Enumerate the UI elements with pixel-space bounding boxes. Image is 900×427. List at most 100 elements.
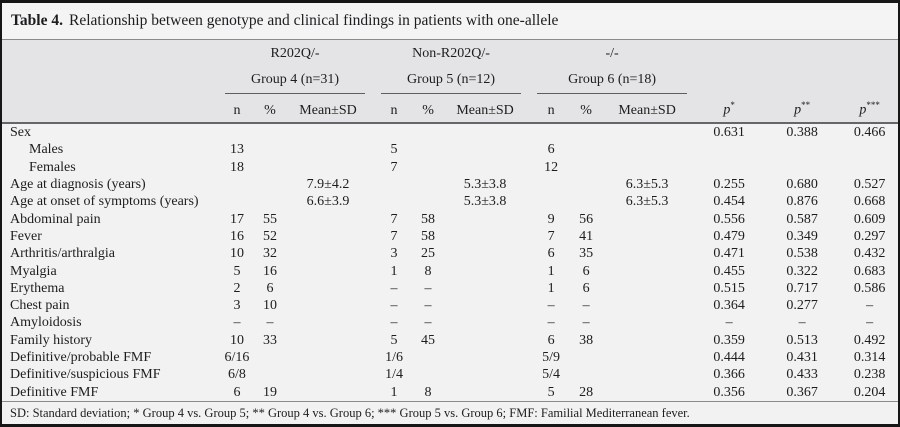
- data-cell: [283, 297, 373, 314]
- table-row: Definitive FMF 6 19 1 8 5 28 0.356 0.367 0.204: [2, 383, 898, 400]
- data-cell: 6.3±5.3: [625, 177, 669, 193]
- p-value-cell: 0.587: [786, 211, 818, 227]
- data-cell: [573, 141, 599, 158]
- data-cell: –: [424, 315, 432, 331]
- data-cell: [283, 123, 373, 141]
- p-value-cell: 0.609: [853, 211, 886, 227]
- row-label: Myalgia: [10, 263, 57, 279]
- p-value-cell: 0.432: [853, 246, 886, 262]
- data-cell: [283, 280, 373, 297]
- p-value-cell: 0.556: [713, 211, 745, 227]
- data-cell: 7: [390, 211, 398, 227]
- data-cell: 8: [424, 263, 432, 279]
- data-cell: 32: [263, 246, 277, 262]
- data-cell: 5/4: [542, 367, 560, 383]
- data-cell: 41: [579, 228, 594, 244]
- p-value-cell: 0.444: [713, 350, 745, 365]
- p-value-cell: 0.527: [853, 177, 886, 193]
- data-cell: 6: [582, 280, 590, 296]
- data-cell: 10: [263, 298, 277, 314]
- data-cell: 25: [421, 246, 436, 262]
- p-value-cell: [763, 141, 841, 158]
- data-cell: –: [390, 315, 398, 331]
- data-cell: [573, 193, 599, 210]
- data-cell: 35: [579, 246, 594, 262]
- data-cell: 28: [579, 384, 594, 400]
- data-cell: [283, 349, 373, 366]
- data-cell: 6: [582, 263, 590, 279]
- data-cell: 10: [230, 246, 244, 262]
- p-value-cell: 0.314: [853, 350, 886, 365]
- data-cell: 6.6±3.9: [306, 194, 350, 210]
- data-cell: 33: [263, 332, 277, 348]
- data-cell: [599, 314, 695, 331]
- data-cell: [283, 210, 373, 227]
- data-cell: [573, 366, 599, 383]
- data-cell: 6/8: [228, 367, 246, 383]
- p-value-cell: 0.668: [853, 194, 886, 210]
- data-cell: –: [233, 315, 241, 331]
- data-cell: [283, 383, 373, 400]
- data-cell: 5: [233, 263, 241, 279]
- data-cell: [257, 123, 283, 141]
- data-cell: [257, 349, 283, 366]
- data-cell: [529, 123, 573, 141]
- p-value-cell: [695, 141, 763, 158]
- table-row: Abdominal pain 17 55 7 58 9 56 0.556 0.587 0.609: [2, 210, 898, 227]
- data-cell: [599, 366, 695, 383]
- p-value-cell: 0.322: [786, 263, 818, 279]
- data-cell: [283, 228, 373, 245]
- data-cell: 13: [230, 142, 244, 158]
- group5-percent-header: %: [415, 94, 442, 124]
- data-cell: [599, 349, 695, 366]
- group6-genotype: -/-: [605, 46, 619, 61]
- data-cell: [373, 176, 415, 193]
- data-cell: [441, 349, 529, 366]
- data-cell: [415, 366, 441, 383]
- data-cell: [257, 193, 283, 210]
- data-cell: [441, 314, 529, 331]
- data-cell: [599, 332, 695, 349]
- data-cell: [599, 245, 695, 262]
- data-cell: 7.9±4.2: [306, 177, 350, 193]
- p-value-cell: 0.492: [853, 332, 886, 348]
- data-cell: [599, 228, 695, 245]
- data-cell: –: [266, 315, 274, 331]
- p-value-cell: –: [725, 315, 733, 331]
- row-label-header: [2, 40, 217, 124]
- p-value-cell: 0.366: [713, 367, 745, 383]
- table-row: Age at onset of symptoms (years) 6.6±3.9 5…: [2, 193, 898, 210]
- p-value-cell: 0.471: [713, 246, 745, 262]
- data-cell: 12: [544, 159, 559, 175]
- data-cell: 1: [390, 263, 398, 279]
- data-cell: [599, 262, 695, 279]
- data-cell: 6: [233, 384, 241, 400]
- data-cell: [441, 228, 529, 245]
- row-label: Definitive/probable FMF: [10, 350, 152, 365]
- data-cell: 3: [233, 298, 241, 314]
- data-cell: [415, 349, 441, 366]
- p-star-header: p*: [695, 40, 764, 124]
- data-cell: [441, 210, 529, 227]
- p-value-cell: 0.297: [853, 228, 886, 244]
- p-value-cell: 0.680: [786, 177, 818, 193]
- data-cell: [599, 123, 695, 141]
- group6-meansd-header: Mean±SD: [599, 94, 696, 124]
- p-value-cell: 0.204: [853, 384, 886, 400]
- data-cell: [415, 159, 441, 176]
- p-value-cell: 0.683: [853, 263, 886, 279]
- data-cell: [441, 245, 529, 262]
- p-value-cell: 0.631: [713, 125, 745, 141]
- group4-meansd-header: Mean±SD: [283, 94, 374, 124]
- p-value-cell: [695, 159, 763, 176]
- table-body: Sex 0.631 0.388 0.466 Males 13 5 6 Females 18 7 12 A…: [2, 123, 898, 401]
- data-cell: [283, 366, 373, 383]
- table-row: Arthritis/arthralgia 10 32 3 25 6 35 0.471 0.538…: [2, 245, 898, 262]
- group4-header: R202Q/- Group 4 (n=31): [217, 40, 374, 94]
- group5-n-header: n: [373, 94, 416, 124]
- p-value-cell: 0.515: [713, 280, 745, 296]
- p-value-cell: [841, 141, 898, 158]
- p-value-cell: 0.364: [713, 298, 745, 314]
- data-cell: 16: [230, 228, 244, 244]
- p-value-cell: 0.454: [713, 194, 745, 210]
